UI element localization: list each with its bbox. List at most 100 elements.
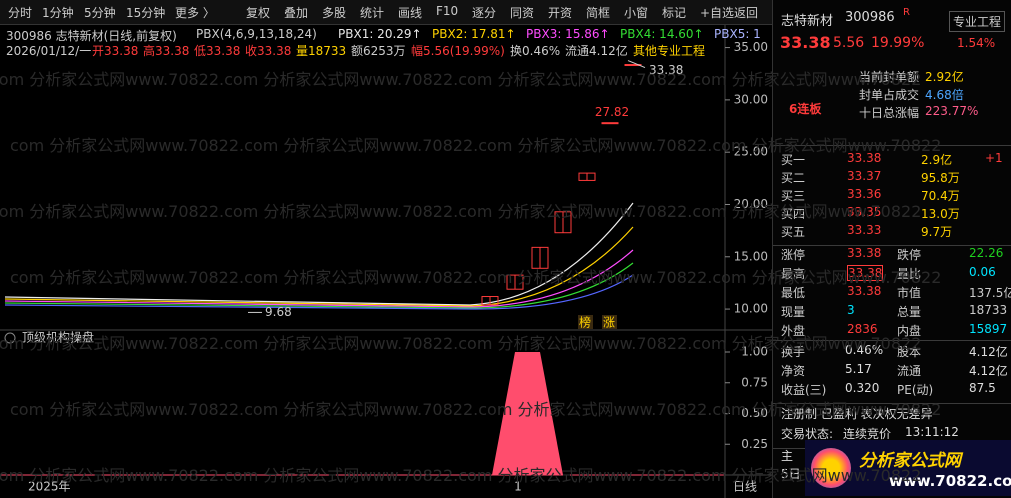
seal-label: 十日总涨幅 <box>859 106 920 120</box>
stat-label: 市值 <box>897 286 922 300</box>
stat-value: 0.06 <box>969 265 996 279</box>
stat-value: 3 <box>847 303 855 317</box>
candle-body <box>554 211 572 234</box>
stat-value: 15897 <box>969 322 1008 336</box>
fund-value: 4.12亿 <box>969 345 1008 359</box>
candle-body <box>624 64 642 67</box>
book-volume: 2.9亿 <box>921 153 953 167</box>
toolbar-button[interactable]: 同资 <box>510 6 535 20</box>
toolbar-button[interactable]: 复权 <box>246 6 271 20</box>
stat-label: 跌停 <box>897 248 922 262</box>
seal-label: 封单占成交 <box>859 88 920 102</box>
indicator-area <box>492 352 563 475</box>
book-label: 买二 <box>781 171 806 185</box>
y-tick-label: 25.00 <box>734 145 768 159</box>
status-time: 13:11:12 <box>905 425 959 439</box>
period-tab[interactable]: 更多 〉 <box>175 6 215 20</box>
logo-flower <box>811 448 851 488</box>
seal-value: 223.77% <box>925 104 979 118</box>
status-label: 交易状态: <box>781 427 834 441</box>
toolbar-button[interactable]: F10 <box>436 4 459 18</box>
chart-symbol: 300986 志特新材(日线,前复权) <box>6 29 177 43</box>
stat-value: 33.38 <box>847 284 882 298</box>
period-tab[interactable]: 5分钟 <box>84 6 116 20</box>
y-tick-label: 0.50 <box>741 406 768 420</box>
toolbar-button[interactable]: 逐分 <box>472 6 497 20</box>
book-price: 33.38 <box>847 151 882 165</box>
back-button[interactable]: 返回 <box>734 6 759 20</box>
stat-value: 137.5亿 <box>969 286 1011 300</box>
seal-value: 4.68倍 <box>925 88 964 102</box>
book-volume: 9.7万 <box>921 225 953 239</box>
stat-label: 内盘 <box>897 324 922 338</box>
stat-value: 33.38 <box>847 265 884 281</box>
indicator-name: PBX(4,6,9,13,18,24) <box>196 27 317 41</box>
book-volume: 95.8万 <box>921 171 960 185</box>
book-delta: +1 <box>985 151 1003 165</box>
fund-value: 87.5 <box>969 381 996 395</box>
marker: 涨 <box>603 315 615 330</box>
period-tab[interactable]: 15分钟 <box>126 6 166 20</box>
candle-body <box>481 296 499 306</box>
period-tab[interactable]: 分时 <box>8 6 33 20</box>
toolbar-button[interactable]: 开资 <box>548 6 573 20</box>
fund-value: 5.17 <box>845 362 872 376</box>
toolbar-button[interactable]: 画线 <box>398 6 423 20</box>
background <box>0 25 725 498</box>
toolbar-button[interactable]: 多股 <box>322 6 347 20</box>
period-label: 日线 <box>733 480 757 494</box>
annotation: 9.68 <box>265 305 292 319</box>
fund-label: 换手 <box>781 345 806 359</box>
candle-body <box>578 172 596 181</box>
candle-body <box>506 274 524 290</box>
change: 5.56 <box>833 35 865 51</box>
candle-body <box>531 246 549 269</box>
status-value: 连续竞价 <box>843 427 892 441</box>
y-tick-label: 0.75 <box>741 375 768 389</box>
stat-label: 现量 <box>781 305 806 319</box>
toolbar-button[interactable]: 标记 <box>662 6 687 20</box>
toolbar-button[interactable]: +自选 <box>700 6 735 20</box>
fund-value: 4.12亿 <box>969 364 1008 378</box>
partial-label: 主 <box>781 449 794 463</box>
book-price: 33.37 <box>847 169 882 183</box>
x-tick-label: 1 <box>514 480 522 494</box>
y-tick-label: 30.00 <box>734 92 768 106</box>
change-pct: 19.99% <box>871 35 925 51</box>
watermark: com 分析家公式网www.70822.com 分析家公式网www.70822.… <box>10 400 942 419</box>
x-tick-label: 2025年 <box>28 480 71 494</box>
indicator-value: PBX4: 14.60↑ <box>620 27 704 41</box>
bar-info: 收33.38 <box>245 44 292 58</box>
book-price: 33.36 <box>847 187 882 201</box>
toolbar-button[interactable]: 叠加 <box>284 6 309 20</box>
bar-info: 换0.46% <box>510 44 561 58</box>
stock-name: 志特新材 <box>781 14 834 29</box>
ma-line <box>4 274 634 310</box>
toolbar: 分时 1分钟 5分钟 15分钟 更多 〉 复权 叠加 多股 统计 画线 F10 逐分 同资 开资 简框 小窗标… <box>0 0 772 25</box>
stat-label: 涨停 <box>781 248 806 262</box>
y-tick-label: 1.00 <box>741 345 768 359</box>
y-tick-label: 35.00 <box>734 40 768 54</box>
streak: 6连板 <box>789 102 822 116</box>
ma-line <box>4 226 634 307</box>
toolbar-button[interactable]: 统计 <box>360 6 385 20</box>
stat-label: 外盘 <box>781 324 806 338</box>
book-label: 买五 <box>781 225 806 239</box>
stat-label: 最高 <box>781 267 806 281</box>
book-price: 33.35 <box>847 205 882 219</box>
bar-info: 低33.38 <box>194 44 241 58</box>
stat-label: 最低 <box>781 286 806 300</box>
annotation: 27.82 <box>595 105 629 119</box>
fund-label: 净资 <box>781 364 806 378</box>
bar-info: 量18733 <box>296 44 347 58</box>
turnover-box: 1.54% <box>957 36 996 50</box>
watermark: com 分析家公式网www.70822.com 分析家公式网www.70822.… <box>0 334 922 353</box>
toolbar-button[interactable]: 简框 <box>586 6 611 20</box>
marker: 榜 <box>579 315 591 330</box>
fund-label: 流通 <box>897 364 922 378</box>
period-tab[interactable]: 1分钟 <box>42 6 74 20</box>
y-tick-label: 10.00 <box>734 302 768 316</box>
toolbar-button[interactable]: 小窗 <box>624 6 649 20</box>
bar-info: 高33.38 <box>143 44 190 58</box>
book-label: 买四 <box>781 207 806 221</box>
